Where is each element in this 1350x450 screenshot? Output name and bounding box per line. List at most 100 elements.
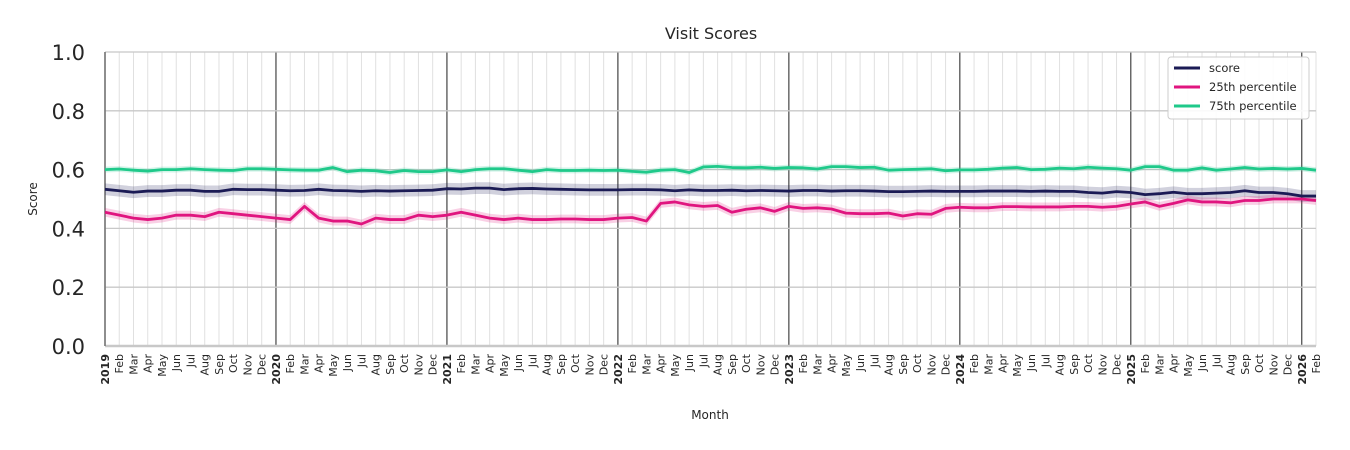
x-tick-month: Apr [142, 354, 155, 374]
legend-box [1167, 56, 1310, 120]
x-tick-month: Apr [997, 354, 1010, 374]
x-tick-month: May [669, 354, 682, 377]
x-tick-year: 2020 [270, 354, 283, 385]
series-line-25th-percentile [104, 197, 1317, 226]
x-tick-month: Jun [512, 354, 525, 372]
x-tick-month: Jun [170, 354, 183, 372]
x-tick-month: Aug [541, 354, 554, 375]
x-tick-month: Dec [940, 354, 953, 375]
series-line-score [104, 186, 1316, 198]
x-tick-month: Oct [569, 353, 582, 373]
y-tick-label: 0.8 [52, 100, 85, 124]
x-tick-year: 2023 [783, 354, 796, 385]
x-tick-month: Mar [1153, 354, 1166, 375]
x-tick-month: Dec [769, 354, 782, 375]
x-tick-month: Sep [555, 354, 568, 375]
x-tick-month: Oct [227, 353, 240, 373]
x-tick-year: 2022 [612, 354, 625, 385]
x-tick-month: Jul [355, 354, 368, 368]
x-tick-month: Dec [598, 354, 611, 375]
x-tick-month: May [1011, 354, 1024, 377]
x-tick-month: Mar [298, 354, 311, 375]
confidence-band-0 [105, 182, 1316, 202]
x-tick-month: Jul [184, 354, 197, 368]
x-tick-month: Nov [925, 354, 938, 376]
x-tick-month: Jul [1210, 354, 1223, 368]
x-tick-month: Feb [455, 354, 468, 373]
x-tick-month: Oct [911, 353, 924, 373]
x-tick-month: Mar [127, 354, 140, 375]
x-tick-year: 2025 [1125, 354, 1138, 385]
x-tick-month: Feb [113, 354, 126, 373]
x-tick-month: Feb [626, 354, 639, 373]
x-tick-month: Nov [1267, 354, 1280, 376]
y-tick-label: 0.4 [52, 217, 85, 241]
x-tick-month: Feb [284, 354, 297, 373]
x-tick-month: Dec [1111, 354, 1124, 375]
x-tick-month: Apr [1168, 354, 1181, 374]
x-tick-month: Feb [1310, 354, 1323, 373]
x-tick-month: Jun [854, 354, 867, 372]
confidence-band-1 [105, 194, 1316, 229]
x-tick-month: Aug [1054, 354, 1067, 375]
x-tick-month: Sep [213, 354, 226, 375]
y-tick-label: 0.2 [52, 276, 85, 300]
legend-label: score [1209, 61, 1240, 75]
x-tick-month: Jun [341, 354, 354, 372]
x-tick-month: Aug [883, 354, 896, 375]
x-tick-month: May [1182, 354, 1195, 377]
x-tick-month: Jul [1039, 354, 1052, 368]
y-tick-label: 0.0 [52, 335, 85, 359]
x-tick-month: Sep [1239, 354, 1252, 375]
x-tick-month: Jul [868, 354, 881, 368]
x-tick-month: Sep [726, 354, 739, 375]
x-tick-month: Nov [1096, 354, 1109, 376]
x-tick-month: Oct [1253, 353, 1266, 373]
x-tick-month: Feb [1139, 354, 1152, 373]
y-tick-label: 1.0 [52, 41, 85, 65]
y-tick-label: 0.6 [52, 159, 85, 183]
x-tick-month: Dec [256, 354, 269, 375]
x-tick-month: Mar [982, 354, 995, 375]
x-tick-month: Dec [427, 354, 440, 375]
x-tick-month: Sep [384, 354, 397, 375]
x-tick-month: Apr [484, 354, 497, 374]
series-line-75th-percentile [104, 164, 1317, 174]
x-tick-month: May [498, 354, 511, 377]
x-tick-month: Oct [740, 353, 753, 373]
x-tick-month: Sep [1068, 354, 1081, 375]
x-tick-month: Feb [797, 354, 810, 373]
x-tick-month: Dec [1282, 354, 1295, 375]
x-tick-month: Mar [811, 354, 824, 375]
x-tick-month: Jul [526, 354, 539, 368]
x-tick-year: 2021 [441, 354, 454, 385]
x-tick-year: 2024 [954, 354, 967, 385]
x-tick-month: Aug [199, 354, 212, 375]
x-tick-month: Jun [1196, 354, 1209, 372]
x-tick-month: Jun [1025, 354, 1038, 372]
x-tick-month: Apr [655, 354, 668, 374]
x-tick-month: Sep [897, 354, 910, 375]
x-tick-month: Oct [398, 353, 411, 373]
x-tick-year: 2019 [99, 354, 112, 385]
x-tick-month: Aug [712, 354, 725, 375]
x-axis-label: Month [691, 408, 729, 422]
x-tick-month: Aug [1225, 354, 1238, 375]
chart-title: Visit Scores [665, 24, 757, 43]
legend: score 25th percentile 75th percentile [1167, 56, 1310, 120]
x-tick-month: Mar [469, 354, 482, 375]
x-tick-month: May [840, 354, 853, 377]
x-tick-month: Nov [583, 354, 596, 376]
y-axis-label: Score [26, 182, 40, 216]
x-tick-month: Aug [370, 354, 383, 375]
x-tick-month: Jun [683, 354, 696, 372]
x-tick-month: Nov [241, 354, 254, 376]
x-tick-month: Feb [968, 354, 981, 373]
x-tick-month: Apr [313, 354, 326, 374]
x-tick-month: Apr [826, 354, 839, 374]
x-tick-year: 2026 [1296, 354, 1309, 385]
legend-label: 25th percentile [1209, 80, 1297, 94]
x-tick-month: Mar [640, 354, 653, 375]
x-tick-month: Nov [754, 354, 767, 376]
